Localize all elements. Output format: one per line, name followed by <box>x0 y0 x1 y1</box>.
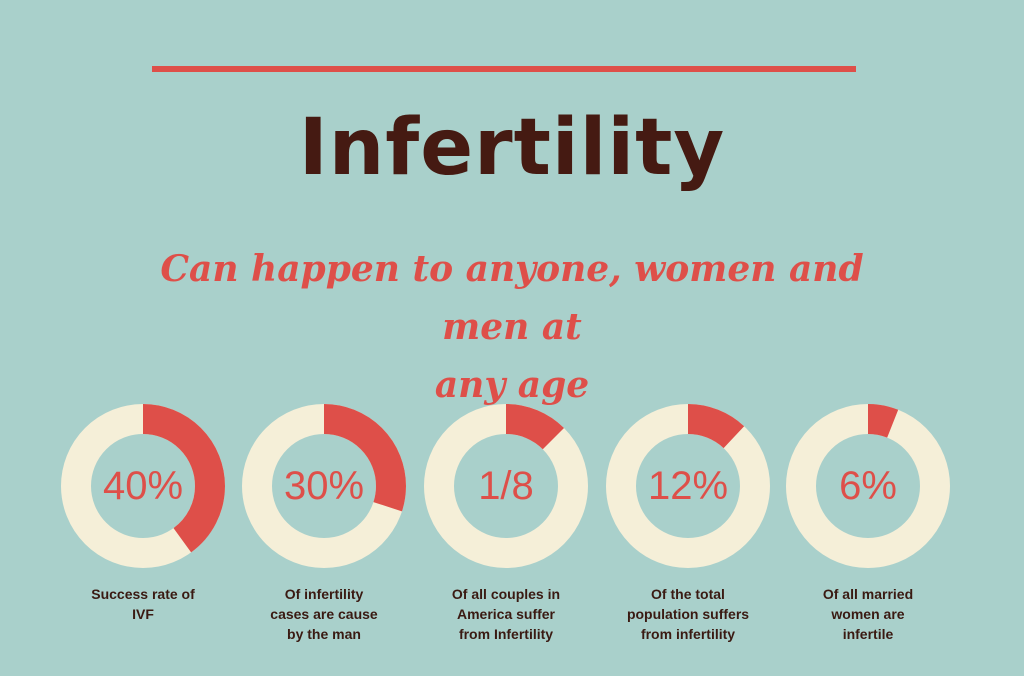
donut-caption-5: Of all married women are infertile <box>783 584 953 644</box>
subtitle: Can happen to anyone, women and men at a… <box>112 240 912 414</box>
caption-line: IVF <box>132 606 154 622</box>
donut-caption-3: Of all couples in America suffer from Infe… <box>421 584 591 644</box>
caption-line: population suffers <box>626 606 750 622</box>
donut-chart-row: 40% 30% 1/8 12% 6% <box>0 404 1024 574</box>
donut-value-label: 6% <box>839 463 897 508</box>
subtitle-line-2: any age <box>434 364 590 406</box>
donut-value-label: 12% <box>647 463 729 508</box>
donut-2: 30% <box>242 404 406 568</box>
caption-line: by the man <box>287 626 361 642</box>
donut-value-label: 30% <box>283 463 365 508</box>
caption-line: Of all married <box>822 586 914 602</box>
caption-line: Success rate of <box>91 586 195 602</box>
donut-caption-1: Success rate of IVF <box>58 584 228 624</box>
donut-5: 6% <box>786 404 950 568</box>
subtitle-line-1: Can happen to anyone, women and men at <box>160 248 864 348</box>
donut-svg <box>424 404 588 568</box>
page-title: Infertility <box>298 103 726 193</box>
donut-svg <box>61 404 225 568</box>
caption-line: Of the total <box>651 586 725 602</box>
donut-segment <box>786 404 950 568</box>
donut-segment <box>606 404 770 568</box>
donut-segment <box>61 404 225 568</box>
caption-line: Of infertility <box>284 586 364 602</box>
caption-line: cases are cause <box>270 606 378 622</box>
donut-value-label: 1/8 <box>478 463 534 508</box>
caption-line: America suffer <box>456 606 556 622</box>
caption-line: infertile <box>842 626 894 642</box>
donut-4: 12% <box>606 404 770 568</box>
donut-svg <box>606 404 770 568</box>
donut-3: 1/8 <box>424 404 588 568</box>
donut-segment <box>424 404 588 568</box>
caption-line: women are <box>831 606 905 622</box>
donut-value-label: 40% <box>102 463 184 508</box>
caption-line: from infertility <box>640 626 736 642</box>
caption-line: Of all couples in <box>451 586 561 602</box>
donut-segment <box>242 404 406 568</box>
donut-caption-2: Of infertility cases are cause by the man <box>239 584 409 644</box>
donut-1: 40% <box>61 404 225 568</box>
donut-svg <box>786 404 950 568</box>
donut-svg <box>242 404 406 568</box>
top-rule <box>152 66 856 72</box>
donut-caption-4: Of the total population suffers from infer… <box>603 584 773 644</box>
caption-line: from Infertility <box>458 626 554 642</box>
